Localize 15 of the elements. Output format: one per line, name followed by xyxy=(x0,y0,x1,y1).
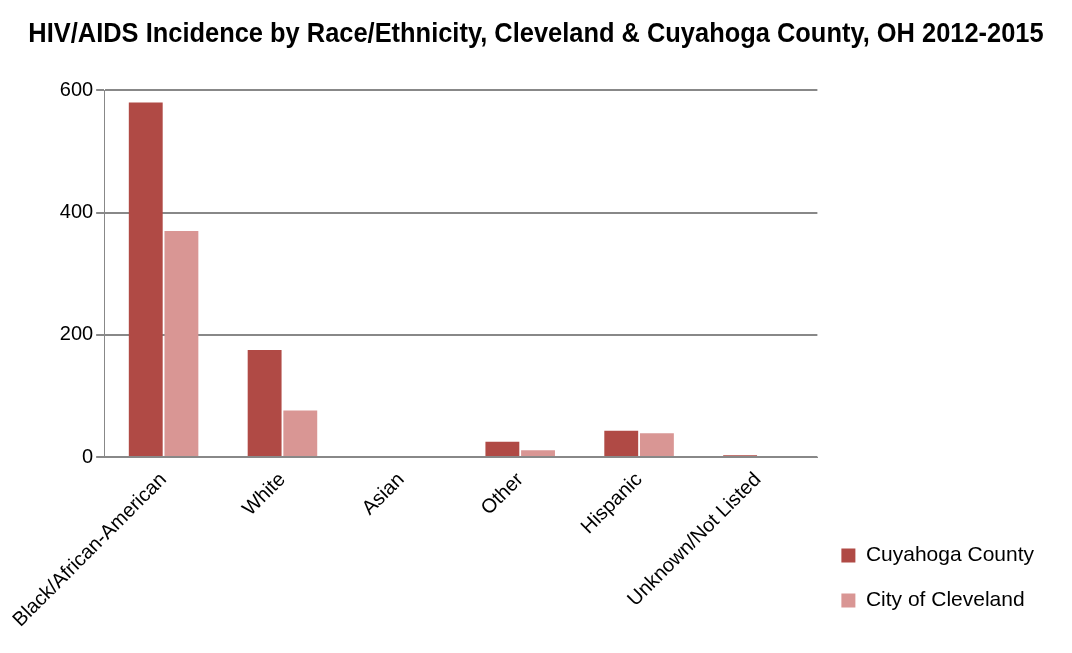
bar xyxy=(521,450,555,457)
bar xyxy=(247,350,282,457)
bar xyxy=(164,230,199,457)
legend-label: City of Cleveland xyxy=(865,587,1025,611)
y-tick-label: 400 xyxy=(59,200,94,223)
bar xyxy=(283,410,318,457)
y-tick-label: 200 xyxy=(59,322,94,345)
bar xyxy=(604,430,639,457)
y-tick-label: 600 xyxy=(59,77,94,100)
y-tick-label: 0 xyxy=(82,444,94,467)
bar xyxy=(639,433,674,457)
chart-title: HIV/AIDS Incidence by Race/Ethnicity, Cleveland & Cuyahoga County, OH 2012-2015 xyxy=(28,16,1044,48)
bar xyxy=(485,441,520,457)
bar xyxy=(128,102,163,457)
legend-label: Cuyahoga County xyxy=(865,542,1035,566)
